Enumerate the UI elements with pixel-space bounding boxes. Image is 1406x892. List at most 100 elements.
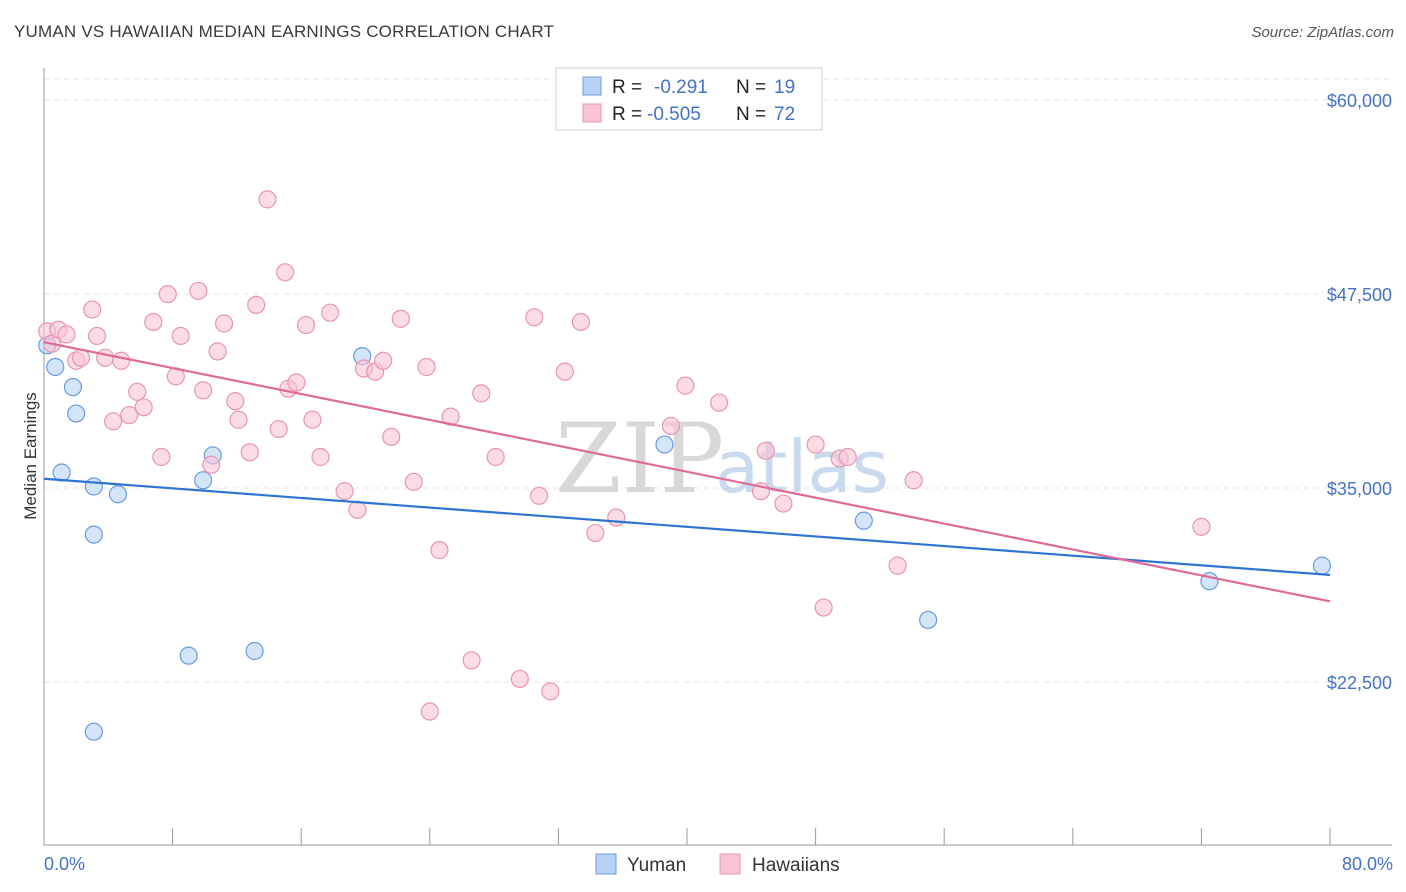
x-tick-label-min: 0.0% (44, 854, 85, 874)
yuman-point (854, 511, 873, 530)
yuman-point (84, 722, 103, 741)
hawaiian-point (87, 326, 107, 346)
hawaiian-point (472, 384, 491, 403)
hawaiian-point (555, 362, 574, 381)
hawaiian-point (276, 263, 295, 282)
correlation-legend: R = -0.291 N = 19 R = -0.505 N = 72 (555, 67, 823, 131)
y-tick-label: $35,000 (1327, 479, 1392, 499)
hawaiian-point (152, 447, 171, 467)
hawaiian-point (208, 342, 227, 361)
legend-n-label-hawaiians: N = (736, 104, 766, 125)
hawaiian-point (571, 312, 591, 332)
hawaiian-point (676, 376, 695, 395)
hawaiian-point (391, 309, 410, 328)
hawaiian-point (189, 281, 208, 301)
yuman-point (52, 463, 71, 482)
yuman-point (63, 378, 83, 397)
hawaiian-point (586, 523, 605, 543)
source-credit: Source: ZipAtlas.com (1251, 24, 1394, 41)
hawaiian-point (95, 348, 115, 367)
hawaiian-point (134, 398, 153, 417)
hawaiian-point (202, 455, 221, 474)
hawaiian-point (374, 351, 393, 370)
hawaiian-point (158, 284, 177, 304)
x-axis-ticks (43, 828, 1331, 845)
legend-r-value-hawaiians: -0.505 (647, 104, 701, 125)
y-tick-label: $47,500 (1327, 285, 1392, 305)
legend-swatch-hawaiians (582, 103, 602, 123)
legend-swatch-yuman (582, 76, 602, 96)
x-tick-label-max: 80.0% (1342, 854, 1393, 874)
y-tick-label: $60,000 (1327, 91, 1392, 111)
legend-n-value-hawaiians: 72 (774, 104, 795, 125)
yuman-point (919, 610, 938, 630)
hawaiian-point (128, 382, 147, 401)
hawaiian-point (226, 392, 245, 411)
yuman-point (108, 485, 128, 504)
hawaiian-point (382, 427, 401, 446)
hawaiian-point (104, 412, 123, 431)
yuman-point (179, 646, 198, 665)
yuman-point (46, 357, 65, 377)
hawaiian-point (240, 443, 259, 462)
hawaiian-point (247, 295, 266, 315)
yuman-point (1312, 556, 1332, 575)
hawaiian-point (1192, 517, 1211, 536)
hawaiian-point (120, 405, 139, 425)
hawaiian-point (83, 300, 102, 319)
axes (43, 68, 1392, 846)
series-legend: Yuman Hawaiians (595, 853, 840, 876)
hawaiian-point (57, 325, 76, 344)
hawaiian-point (269, 419, 288, 439)
legend-n-label-yuman: N = (736, 77, 766, 98)
hawaiian-point (303, 410, 322, 429)
hawaiian-point (321, 303, 340, 322)
yuman-point (84, 477, 103, 496)
hawaiian-point (171, 326, 190, 346)
hawaiian-point (335, 482, 354, 501)
legend-r-label-hawaiians: R = (612, 104, 642, 125)
hawaiian-point (710, 393, 729, 412)
hawaiian-point (417, 357, 436, 377)
hawaiian-point (144, 312, 163, 332)
hawaiian-point (510, 669, 529, 689)
yuman-point (67, 404, 86, 423)
watermark-zip: ZIP (555, 403, 724, 515)
series-legend-label-hawaiians: Hawaiians (752, 855, 840, 876)
y-axis-label: Median Earnings (21, 392, 40, 520)
hawaiian-point (112, 351, 131, 370)
trend-lines (43, 341, 1331, 603)
legend-r-value-yuman: -0.291 (654, 77, 708, 98)
hawaiian-point (607, 508, 626, 527)
watermark-atlas: atlas (715, 425, 889, 509)
hawaiian-point (311, 447, 330, 467)
hawaiian-point (838, 447, 857, 467)
hawaiian-point (486, 447, 505, 467)
yuman-point (245, 641, 264, 661)
hawaiian-point (348, 500, 367, 519)
hawaiian-point (296, 315, 316, 335)
series-legend-label-yuman: Yuman (627, 855, 686, 876)
grid-lines (44, 78, 1392, 683)
legend-r-label-yuman: R = (612, 77, 642, 98)
hawaiian-point (430, 541, 449, 560)
hawaiian-point (756, 441, 775, 460)
series-legend-swatch-yuman (595, 853, 617, 875)
hawaiian-point (541, 682, 560, 701)
hawaiian-point (806, 435, 825, 454)
hawaiian-point (904, 471, 923, 490)
hawaiian-point (525, 308, 544, 327)
yuman-point (84, 525, 103, 544)
hawaiian-point (194, 381, 213, 400)
hawaiian-point (814, 598, 833, 617)
y-tick-label: $22,500 (1327, 673, 1392, 693)
chart-title: YUMAN VS HAWAIIAN MEDIAN EARNINGS CORREL… (14, 22, 555, 41)
hawaiian-point (462, 651, 481, 670)
yuman-point (194, 471, 213, 490)
series-legend-swatch-hawaiians (719, 853, 741, 875)
hawaiian-point (287, 373, 306, 392)
hawaiian-point (774, 494, 793, 513)
y-tick-labels: $22,500 $35,000 $47,500 $60,000 (1327, 91, 1392, 693)
hawaiian-point (258, 190, 277, 209)
